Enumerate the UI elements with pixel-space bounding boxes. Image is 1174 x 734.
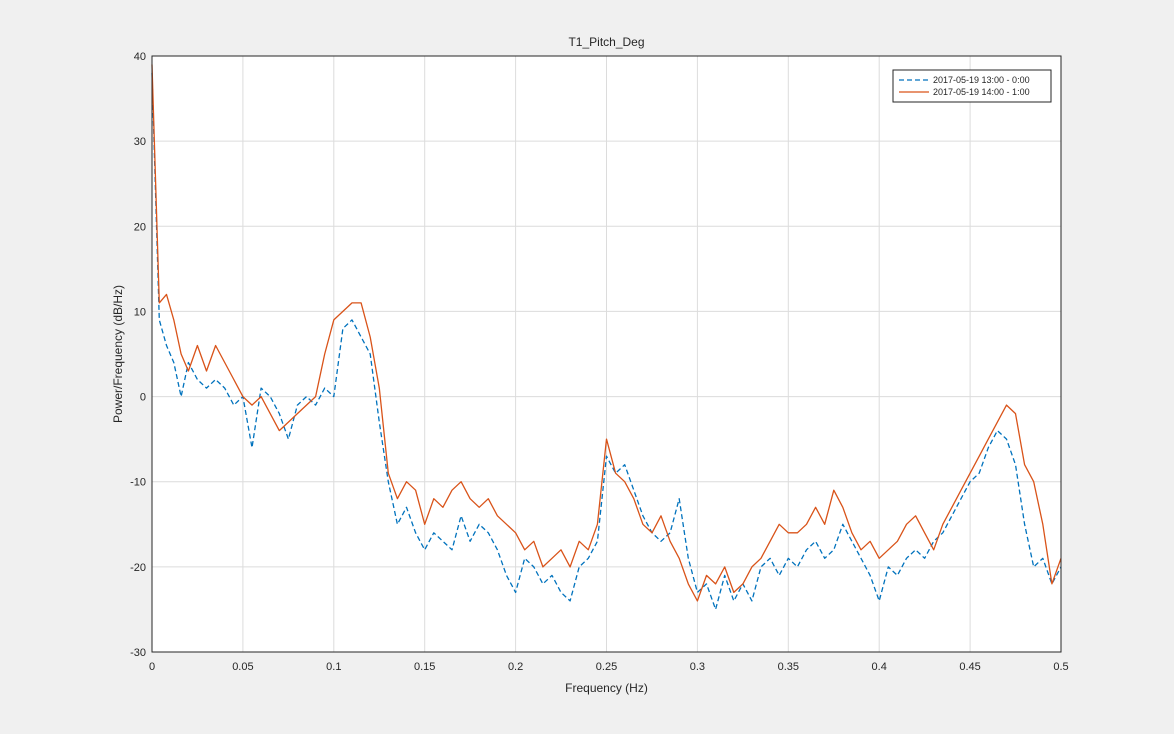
y-tick-label: -20 [130, 562, 146, 574]
y-tick-label: 10 [134, 306, 146, 318]
axes-border [151, 55, 1062, 653]
x-tick-label: 0.2 [508, 661, 523, 673]
x-tick-label: 0.3 [690, 661, 705, 673]
series-line-1 [151, 72, 1062, 611]
legend-box [892, 69, 1052, 103]
legend: 2017-05-19 13:00 - 0:00 2017-05-19 14:00 … [892, 69, 1052, 103]
legend-items: 2017-05-19 13:00 - 0:00 2017-05-19 14:00 … [899, 75, 1030, 97]
y-axis-label: Power/Frequency (dB/Hz) [111, 285, 125, 423]
x-tick-label: 0.15 [414, 661, 435, 673]
x-tick-label: 0.4 [872, 661, 887, 673]
x-tick-label: 0 [149, 661, 155, 673]
x-tick-label: 0.1 [326, 661, 341, 673]
y-tick-label: -30 [130, 647, 146, 659]
x-tick-label: 0.35 [778, 661, 799, 673]
x-tick-label: 0.05 [232, 661, 253, 673]
series-line-2 [151, 64, 1062, 602]
x-tick-label: 0.5 [1053, 661, 1068, 673]
y-tick-label: 40 [134, 51, 146, 63]
series-lines [151, 64, 1062, 611]
y-tick-labels: -30 -20 -10 0 10 20 30 40 [130, 51, 146, 659]
y-tick-label: -10 [130, 477, 146, 489]
y-tick-label: 0 [140, 392, 146, 404]
chart-title: T1_Pitch_Deg [568, 35, 644, 49]
y-tick-label: 20 [134, 221, 146, 233]
legend-label-2: 2017-05-19 14:00 - 1:00 [933, 87, 1030, 97]
y-tick-label: 30 [134, 136, 146, 148]
x-tick-label: 0.45 [959, 661, 980, 673]
legend-label-1: 2017-05-19 13:00 - 0:00 [933, 75, 1030, 85]
x-tick-labels: 0 0.05 0.1 0.15 0.2 0.25 0.3 0.35 0.4 0.45 0.5 [149, 661, 1069, 673]
x-axis-label: Frequency (Hz) [565, 681, 648, 695]
x-tick-label: 0.25 [596, 661, 617, 673]
